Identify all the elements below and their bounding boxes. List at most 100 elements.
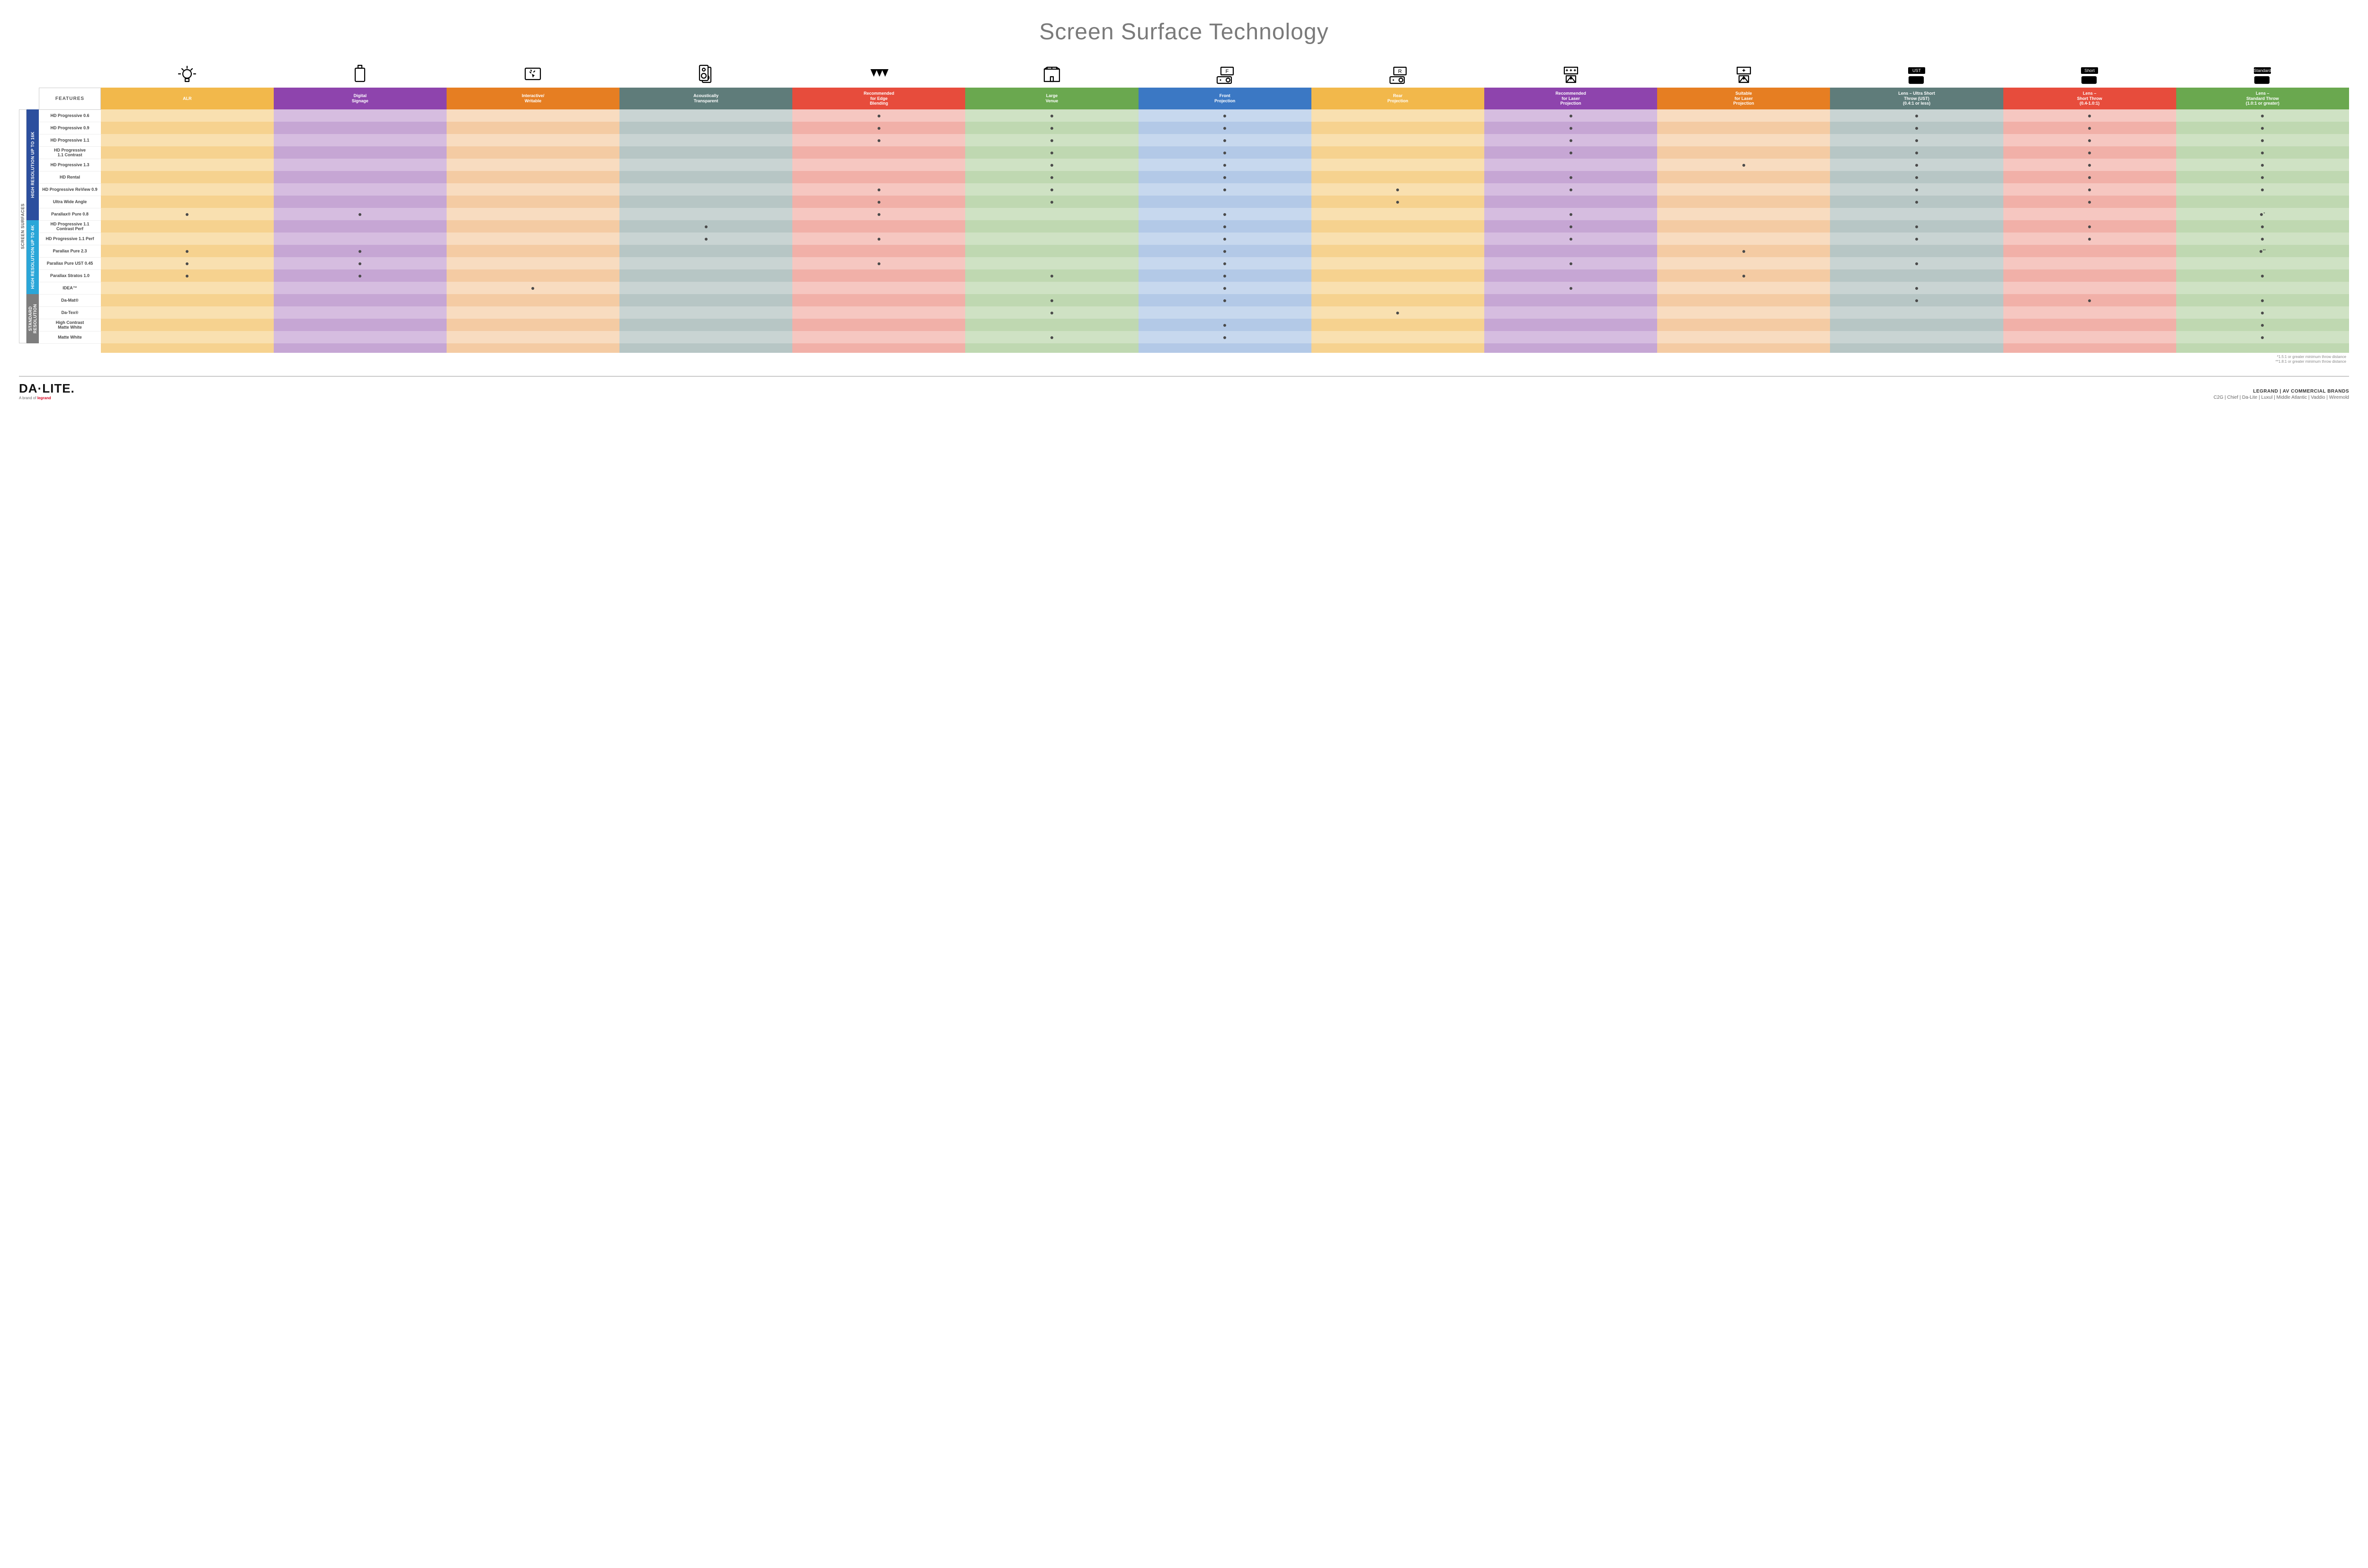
dot-icon bbox=[1570, 188, 1572, 191]
dot-icon bbox=[1915, 262, 1918, 265]
cell bbox=[1139, 146, 1311, 159]
cell bbox=[1484, 343, 1657, 353]
cell bbox=[101, 196, 274, 208]
dot-icon bbox=[1915, 238, 1918, 241]
dot-icon bbox=[1570, 127, 1572, 130]
cell bbox=[1139, 134, 1311, 146]
dot-icon bbox=[1915, 164, 1918, 167]
cell bbox=[274, 282, 447, 294]
cell bbox=[2003, 331, 2176, 343]
cell bbox=[1657, 282, 1830, 294]
cell bbox=[447, 208, 619, 220]
cell bbox=[1311, 306, 1484, 319]
cell bbox=[619, 331, 792, 343]
dot-icon bbox=[1915, 287, 1918, 290]
cell bbox=[792, 134, 965, 146]
cell bbox=[1311, 109, 1484, 122]
table-row: Matte White bbox=[39, 331, 2350, 343]
dot-icon bbox=[1050, 299, 1053, 302]
dot-icon bbox=[1050, 164, 1053, 167]
dot-icon bbox=[2088, 139, 2091, 142]
cell bbox=[965, 109, 1138, 122]
dot-icon bbox=[878, 127, 880, 130]
cell bbox=[792, 220, 965, 233]
dot-icon bbox=[1223, 250, 1226, 253]
cell bbox=[619, 134, 792, 146]
dot-icon bbox=[878, 115, 880, 117]
cell bbox=[792, 257, 965, 269]
cell bbox=[1311, 122, 1484, 134]
dot-icon bbox=[186, 275, 188, 278]
cell bbox=[1657, 257, 1830, 269]
svg-text:✦: ✦ bbox=[1741, 67, 1746, 74]
cell bbox=[2003, 343, 2176, 353]
cell bbox=[1484, 171, 1657, 183]
cell bbox=[1830, 122, 2003, 134]
dot-icon bbox=[2260, 250, 2262, 253]
dot-icon bbox=[1050, 336, 1053, 339]
cell bbox=[1311, 245, 1484, 257]
cell bbox=[965, 319, 1138, 331]
cell bbox=[1830, 245, 2003, 257]
dot-icon bbox=[2261, 164, 2264, 167]
cell bbox=[1139, 331, 1311, 343]
cell bbox=[619, 269, 792, 282]
row-label: HD Progressive1.1 Contrast bbox=[39, 146, 101, 159]
logo-main: DA·LITE. bbox=[19, 381, 75, 396]
col-header-rear: RearProjection bbox=[1311, 88, 1484, 109]
row-label: IDEA™ bbox=[39, 282, 101, 294]
cell bbox=[274, 245, 447, 257]
svg-text:UST: UST bbox=[1912, 68, 1921, 73]
dot-icon bbox=[878, 188, 880, 191]
table-row: HD Progressive 1.1Contrast Perf bbox=[39, 220, 2350, 233]
cell bbox=[1139, 122, 1311, 134]
table-row: Ultra Wide Angle bbox=[39, 196, 2350, 208]
cell bbox=[1830, 257, 2003, 269]
cell bbox=[1311, 257, 1484, 269]
cell bbox=[792, 343, 965, 353]
cell bbox=[1139, 208, 1311, 220]
dot-icon bbox=[1223, 262, 1226, 265]
row-label: HD Progressive 1.1 Perf bbox=[39, 233, 101, 245]
dot-icon bbox=[705, 238, 708, 241]
cell bbox=[1657, 319, 1830, 331]
cell bbox=[1311, 294, 1484, 306]
cell bbox=[1484, 159, 1657, 171]
row-label: HD Progressive 1.3 bbox=[39, 159, 101, 171]
cell bbox=[2003, 269, 2176, 282]
table-row: HD Progressive 1.1 Perf bbox=[39, 233, 2350, 245]
cell bbox=[965, 134, 1138, 146]
ust-icon: UST bbox=[1830, 59, 2003, 88]
col-header-std: Lens –Standard Throw(1.0:1 or greater) bbox=[2176, 88, 2349, 109]
dot-icon bbox=[1915, 139, 1918, 142]
cell bbox=[1657, 159, 1830, 171]
dot-icon bbox=[1223, 225, 1226, 228]
edge-icon bbox=[792, 59, 965, 88]
cell bbox=[1311, 233, 1484, 245]
cell bbox=[2003, 122, 2176, 134]
cell bbox=[1830, 319, 2003, 331]
cell bbox=[619, 343, 792, 353]
cell bbox=[2003, 208, 2176, 220]
row-label: HD Progressive ReView 0.9 bbox=[39, 183, 101, 196]
cell bbox=[274, 183, 447, 196]
cell bbox=[447, 196, 619, 208]
cell bbox=[1311, 208, 1484, 220]
feature-matrix: FR✦✦✦✦✦✦USTShortStandardFEATURESALRDigit… bbox=[39, 59, 2349, 353]
dot-icon bbox=[2261, 238, 2264, 241]
cell bbox=[1139, 159, 1311, 171]
cell bbox=[792, 109, 965, 122]
cell bbox=[2003, 146, 2176, 159]
dot-icon bbox=[1915, 299, 1918, 302]
row-label: HD Progressive 1.1Contrast Perf bbox=[39, 220, 101, 233]
cell bbox=[1484, 245, 1657, 257]
cell bbox=[101, 134, 274, 146]
row-label: Matte White bbox=[39, 331, 101, 343]
cell bbox=[2003, 319, 2176, 331]
cell bbox=[274, 196, 447, 208]
svg-text:✦: ✦ bbox=[1569, 76, 1573, 82]
cell bbox=[1830, 233, 2003, 245]
cell bbox=[2176, 331, 2349, 343]
cell bbox=[792, 319, 965, 331]
signage-icon bbox=[274, 59, 447, 88]
